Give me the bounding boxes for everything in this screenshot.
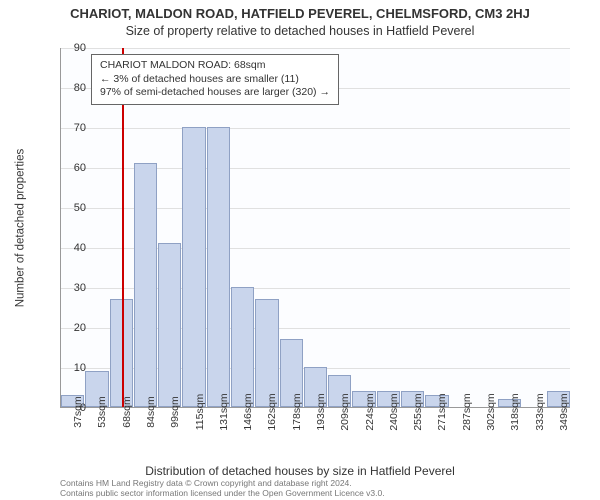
histogram-bar: [182, 127, 205, 407]
infobox-line1: CHARIOT MALDON ROAD: 68sqm: [100, 59, 330, 73]
y-tick-label: 90: [46, 42, 86, 54]
histogram-bar: [158, 243, 181, 407]
x-axis-label: Distribution of detached houses by size …: [0, 464, 600, 478]
x-tick-label: 146sqm: [242, 393, 254, 430]
y-tick-label: 60: [46, 162, 86, 174]
y-tick-label: 70: [46, 122, 86, 134]
x-tick-label: 209sqm: [339, 393, 351, 430]
y-tick-label: 80: [46, 82, 86, 94]
x-tick-label: 287sqm: [461, 393, 473, 430]
histogram-bar: [231, 287, 254, 407]
x-tick-label: 333sqm: [534, 393, 546, 430]
histogram-bar: [255, 299, 278, 407]
footer-attribution: Contains HM Land Registry data © Crown c…: [60, 478, 385, 498]
footer-line1: Contains HM Land Registry data © Crown c…: [60, 478, 385, 488]
y-tick-label: 40: [46, 242, 86, 254]
y-axis-label-text: Number of detached properties: [14, 149, 26, 308]
x-tick-label: 224sqm: [364, 393, 376, 430]
x-tick-label: 68sqm: [121, 396, 133, 428]
chart-subtitle: Size of property relative to detached ho…: [0, 24, 600, 38]
gridline: [61, 48, 570, 49]
x-tick-label: 99sqm: [169, 396, 181, 428]
gridline: [61, 128, 570, 129]
y-tick-label: 20: [46, 322, 86, 334]
y-tick-label: 10: [46, 362, 86, 374]
x-tick-label: 193sqm: [315, 393, 327, 430]
y-axis-label: Number of detached properties: [12, 48, 28, 408]
x-tick-label: 131sqm: [218, 393, 230, 430]
infobox-line3: 97% of semi-detached houses are larger (…: [100, 86, 330, 100]
x-tick-label: 37sqm: [72, 396, 84, 428]
reference-infobox: CHARIOT MALDON ROAD: 68sqm ← 3% of detac…: [91, 54, 339, 105]
infobox-line2: ← 3% of detached houses are smaller (11): [100, 73, 330, 87]
histogram-bar: [134, 163, 157, 407]
chart-title: CHARIOT, MALDON ROAD, HATFIELD PEVEREL, …: [0, 6, 600, 21]
x-tick-label: 349sqm: [558, 393, 570, 430]
x-tick-label: 84sqm: [145, 396, 157, 428]
footer-line2: Contains public sector information licen…: [60, 488, 385, 498]
plot-area: CHARIOT MALDON ROAD: 68sqm ← 3% of detac…: [60, 48, 570, 408]
x-tick-label: 240sqm: [388, 393, 400, 430]
x-tick-label: 318sqm: [509, 393, 521, 430]
x-tick-label: 162sqm: [266, 393, 278, 430]
x-tick-label: 115sqm: [194, 394, 206, 431]
x-tick-label: 255sqm: [412, 393, 424, 430]
y-tick-label: 30: [46, 282, 86, 294]
y-tick-label: 50: [46, 202, 86, 214]
x-tick-label: 178sqm: [291, 393, 303, 430]
x-tick-label: 271sqm: [436, 393, 448, 430]
x-tick-label: 302sqm: [485, 393, 497, 430]
x-tick-label: 53sqm: [96, 396, 108, 428]
histogram-bar: [207, 127, 230, 407]
